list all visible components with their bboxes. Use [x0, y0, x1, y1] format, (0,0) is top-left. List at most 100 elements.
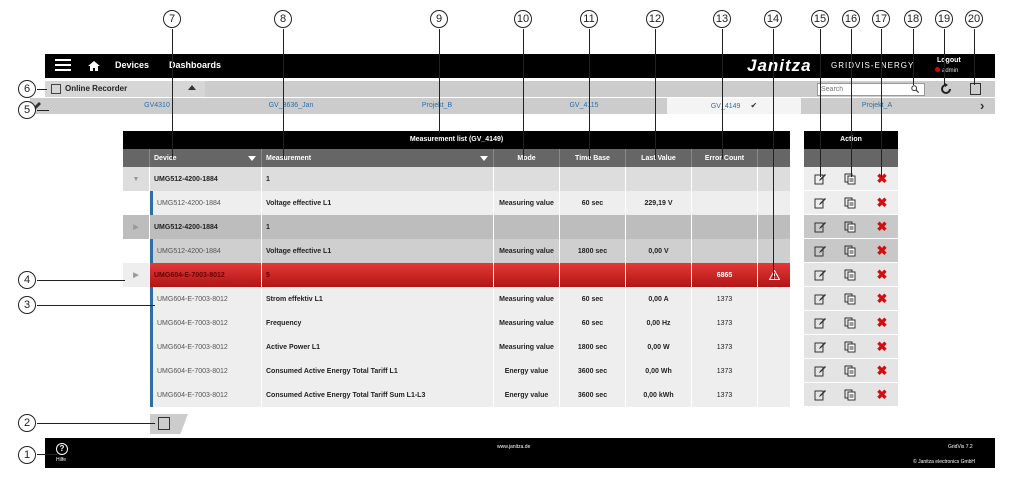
expand-icon[interactable]: ▶ [123, 263, 150, 287]
copy-icon[interactable] [844, 173, 856, 185]
table-row[interactable]: UMG604-E-7003-8012 Strom effektiv L1 Mea… [123, 287, 790, 311]
copy-icon[interactable] [844, 317, 856, 329]
help-label[interactable]: Hilfe [56, 457, 67, 463]
callout-marker: 12 [646, 10, 664, 28]
copy-icon[interactable] [844, 197, 856, 209]
callout-leader-line [589, 29, 590, 159]
header-error-count: Error Count [692, 149, 758, 167]
delete-icon[interactable]: ✖ [876, 171, 888, 186]
edit-icon[interactable] [814, 269, 826, 281]
collapse-icon[interactable]: ▼ [123, 167, 150, 191]
callout-leader-line [283, 29, 284, 159]
callout-marker: 7 [163, 10, 181, 28]
chevron-right-icon[interactable]: › [980, 98, 985, 113]
edit-icon[interactable] [814, 365, 826, 377]
delete-icon[interactable]: ✖ [876, 291, 888, 306]
measurement-dropdown-icon[interactable] [480, 155, 488, 161]
cell-device: UMG604-E-7003-8012 [150, 335, 262, 359]
delete-icon[interactable]: ✖ [876, 243, 888, 258]
copy-icon[interactable] [844, 389, 856, 401]
copy-icon[interactable] [844, 293, 856, 305]
cell-time-base [560, 167, 626, 191]
edit-icon[interactable] [814, 221, 826, 233]
table-row-group[interactable]: ▼ UMG512-4200-1884 1 [123, 167, 790, 191]
delete-icon[interactable]: ✖ [876, 363, 888, 378]
delete-icon[interactable]: ✖ [876, 387, 888, 402]
delete-icon[interactable]: ✖ [876, 267, 888, 282]
cell-mode [494, 167, 560, 191]
edit-icon[interactable] [814, 197, 826, 209]
cell-last-value: 0,00 kWh [626, 383, 692, 407]
delete-icon[interactable]: ✖ [876, 219, 888, 234]
tab-projekt-b[interactable]: Projekt_B [421, 102, 453, 109]
table-row[interactable]: UMG604-E-7003-8012 Consumed Active Energ… [123, 383, 790, 407]
header-last-value: Last Value [626, 149, 692, 167]
table-row-group[interactable]: ▶ UMG512-4200-1884 1 [123, 215, 790, 239]
cell-error-count: 1373 [692, 359, 758, 383]
footer: ? Hilfe www.janitza.de GridVis 7.2 © Jan… [45, 438, 995, 468]
delete-icon[interactable]: ✖ [876, 339, 888, 354]
delete-icon[interactable]: ✖ [876, 315, 888, 330]
cell-last-value: 0,00 Hz [626, 311, 692, 335]
cell-last-value: 0,00 W [626, 335, 692, 359]
action-panel: Action ✖✖✖✖✖✖✖✖✖✖ [804, 131, 898, 407]
edit-icon[interactable] [814, 245, 826, 257]
nav-devices[interactable]: Devices [115, 60, 150, 70]
cell-warning [758, 263, 790, 287]
cell-error-count: 6865 [692, 263, 758, 287]
copy-icon[interactable] [844, 269, 856, 281]
copy-icon[interactable] [844, 365, 856, 377]
edit-icon[interactable] [814, 317, 826, 329]
callout-leader-line [881, 29, 882, 177]
callout-leader-line [820, 29, 821, 177]
help-icon[interactable]: ? [56, 443, 68, 455]
cell-expand [123, 311, 150, 335]
table-row-alarm[interactable]: ▶ UMG604-E-7003-8012 5 6865 [123, 263, 790, 287]
tab-gv-4115[interactable]: GV_4115 [569, 102, 599, 109]
nav-dashboards[interactable]: Dashboards [169, 60, 222, 70]
cell-error-count: 1373 [692, 335, 758, 359]
footer-url[interactable]: www.janitza.de [497, 444, 531, 450]
tab-projekt-a[interactable]: Projekt_A [861, 102, 893, 109]
table-row[interactable]: UMG512-4200-1884 Voltage effective L1 Me… [123, 191, 790, 215]
hamburger-menu-icon[interactable] [55, 59, 71, 73]
cell-last-value: 0,00 A [626, 287, 692, 311]
device-dropdown-icon[interactable] [248, 155, 256, 161]
cell-expand [123, 239, 150, 263]
copy-icon[interactable] [844, 245, 856, 257]
copy-icon[interactable] [844, 341, 856, 353]
edit-icon[interactable] [814, 173, 826, 185]
table-row[interactable]: UMG604-E-7003-8012 Consumed Active Energ… [123, 359, 790, 383]
search-input[interactable] [817, 83, 925, 96]
table-row[interactable]: UMG512-4200-1884 Voltage effective L1 Me… [123, 239, 790, 263]
callout-marker: 3 [18, 296, 36, 314]
home-icon[interactable] [87, 59, 101, 73]
copy-icon[interactable] [844, 221, 856, 233]
callout-marker: 9 [430, 10, 448, 28]
add-measurement-icon[interactable] [158, 417, 170, 430]
header-measurement[interactable]: Measurement [262, 149, 494, 167]
logout-link[interactable]: Logout [937, 57, 961, 64]
callout-leader-line [944, 29, 945, 85]
refresh-icon[interactable] [940, 83, 952, 95]
table-row[interactable]: UMG604-E-7003-8012 Active Power L1 Measu… [123, 335, 790, 359]
edit-icon[interactable] [814, 389, 826, 401]
header-device[interactable]: Device [150, 149, 262, 167]
edit-icon[interactable] [814, 341, 826, 353]
search-icon[interactable] [911, 85, 919, 93]
tab-gv-4149[interactable]: GV_4149 [667, 98, 801, 114]
tab-gv4310[interactable]: GV4310 [144, 102, 170, 109]
export-icon[interactable] [970, 83, 981, 95]
collapse-caret-icon[interactable] [188, 85, 196, 90]
table-row[interactable]: UMG604-E-7003-8012 Frequency Measuring v… [123, 311, 790, 335]
delete-icon[interactable]: ✖ [876, 195, 888, 210]
edit-icon[interactable] [814, 293, 826, 305]
cell-measurement: Consumed Active Energy Total Tariff Sum … [262, 383, 494, 407]
cell-mode: Measuring value [494, 335, 560, 359]
online-recorder-tab[interactable]: Online Recorder [45, 81, 205, 97]
expand-icon[interactable]: ▶ [123, 215, 150, 239]
cell-measurement: Voltage effective L1 [262, 191, 494, 215]
tab-gv-3636-jan[interactable]: GV_3636_Jan [268, 102, 314, 109]
cell-warning [758, 191, 790, 215]
cell-time-base: 1800 sec [560, 239, 626, 263]
